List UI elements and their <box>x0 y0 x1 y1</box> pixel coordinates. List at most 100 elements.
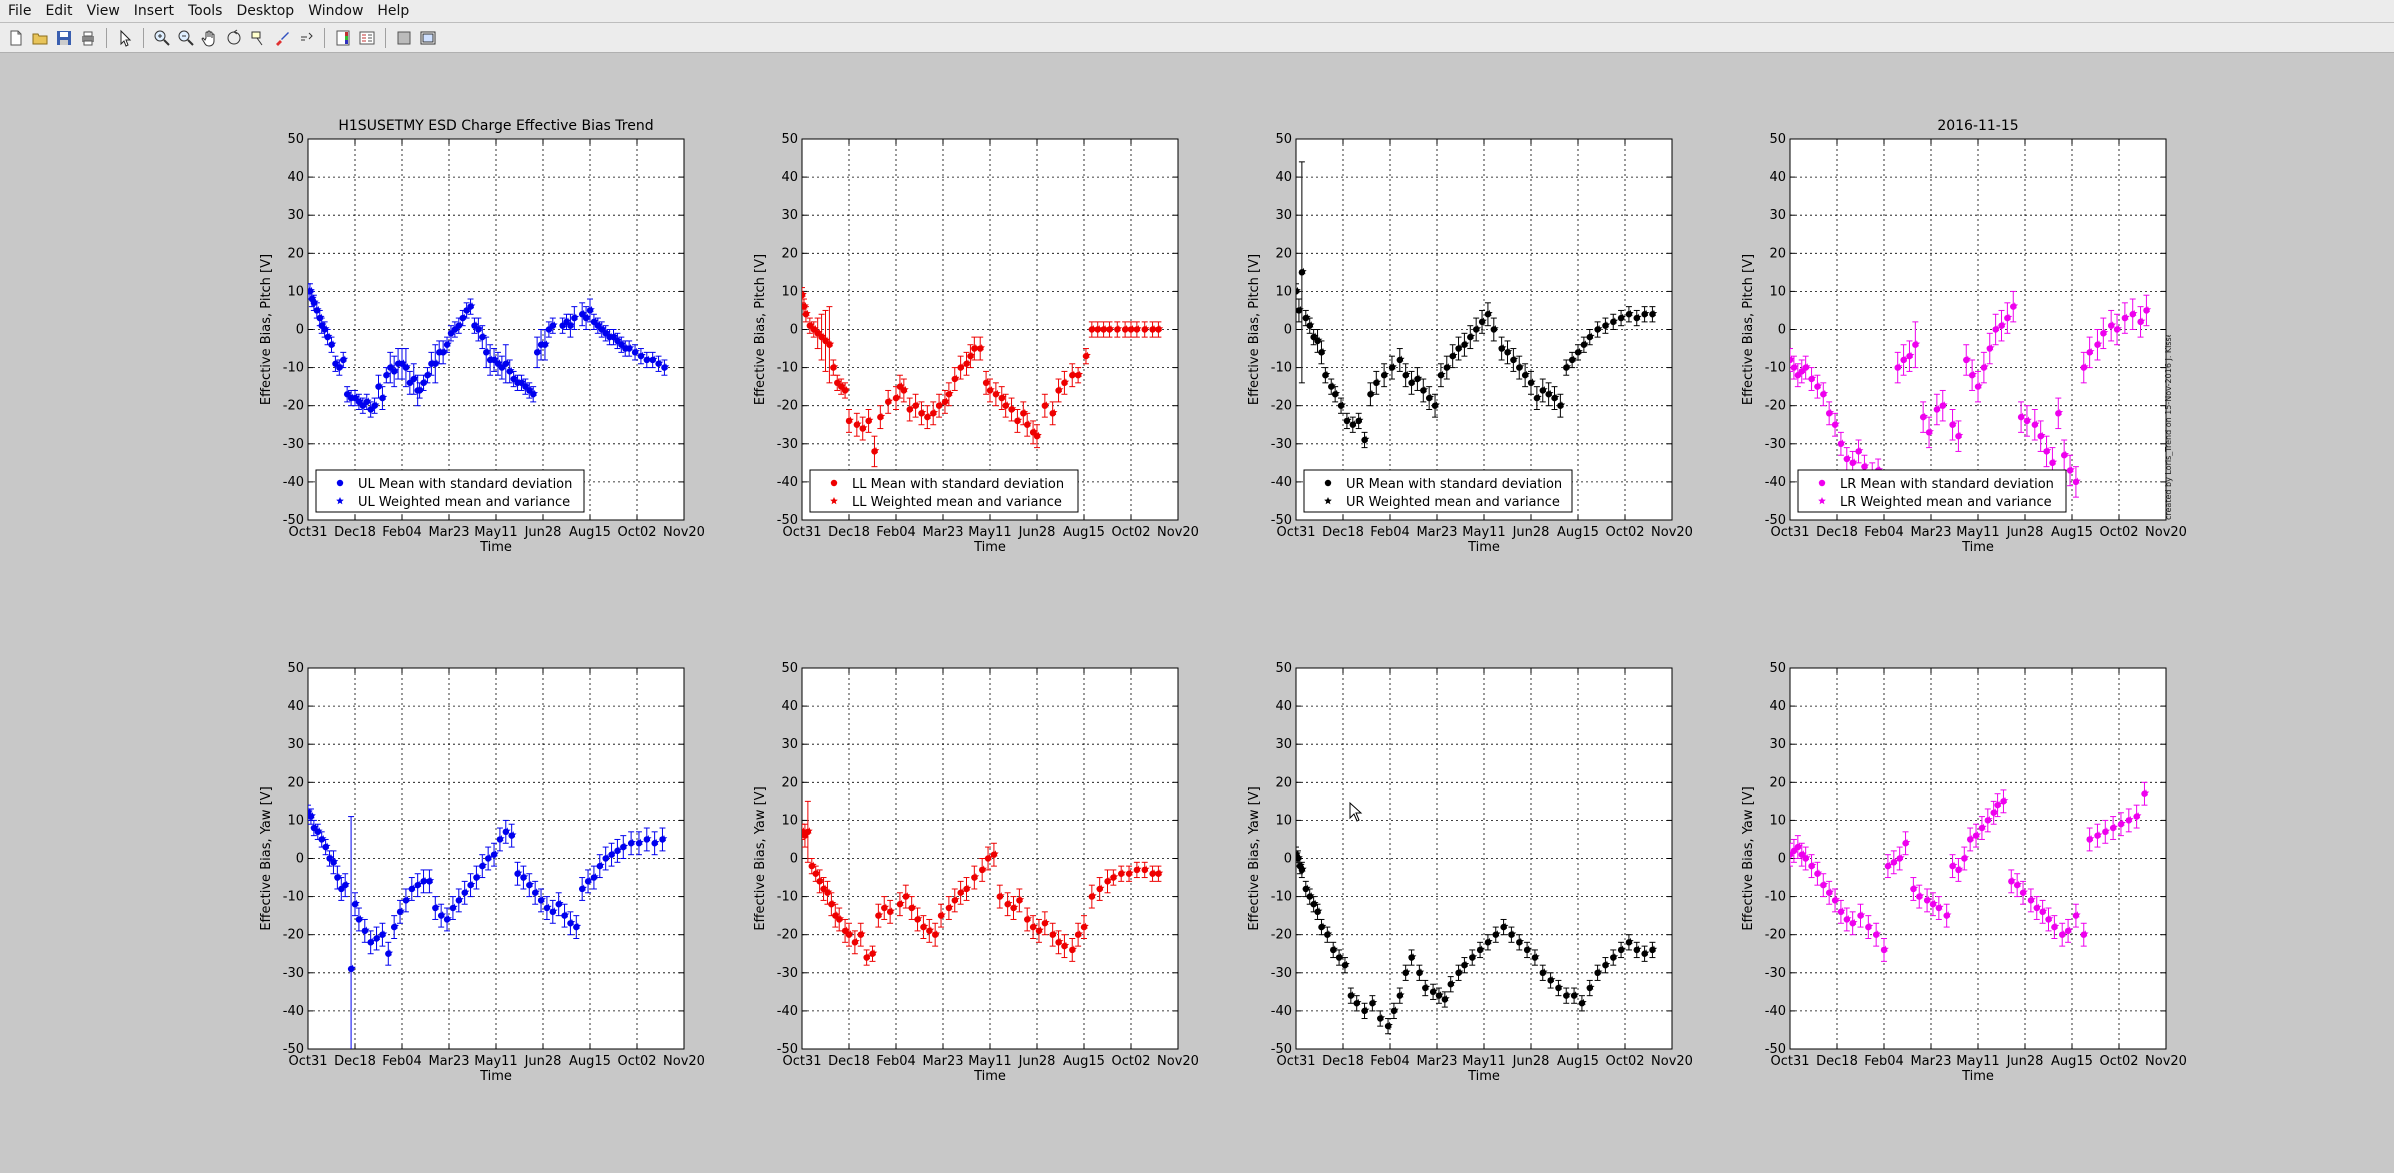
data-point-weighted <box>947 903 954 910</box>
data-point-weighted <box>415 880 423 887</box>
data-point-weighted <box>1642 309 1650 317</box>
data-point-weighted <box>598 861 605 868</box>
menu-tools[interactable]: Tools <box>187 3 223 19</box>
menu-insert[interactable]: Insert <box>133 3 174 19</box>
data-point-weighted <box>833 911 841 918</box>
data-point-weighted <box>1076 370 1083 378</box>
data-point-weighted <box>560 321 568 328</box>
menu-edit[interactable]: Edit <box>45 3 73 19</box>
legend-box <box>315 469 585 513</box>
brush-icon[interactable] <box>272 28 292 48</box>
y-tick-label: 30 <box>1275 208 1292 223</box>
y-tick-label: 30 <box>1769 208 1786 223</box>
save-icon[interactable] <box>54 28 74 48</box>
data-point-weighted <box>1603 321 1611 328</box>
data-point-weighted <box>821 884 829 891</box>
data-point-weighted <box>1362 435 1370 442</box>
data-point-weighted <box>2060 930 2067 937</box>
data-point-weighted <box>858 930 866 937</box>
show-plot-tools-icon[interactable] <box>418 28 438 48</box>
zoom-in-icon[interactable] <box>152 28 172 48</box>
x-tick-label: May11 <box>474 525 517 540</box>
data-point-weighted <box>984 378 991 385</box>
pointer-icon[interactable] <box>115 28 135 48</box>
data-point-weighted <box>1456 344 1464 351</box>
data-point-weighted <box>1799 850 1807 857</box>
pan-hand-icon[interactable] <box>200 28 220 48</box>
data-point-weighted <box>1111 873 1119 880</box>
data-point-weighted <box>2050 458 2058 465</box>
data-cursor-icon[interactable] <box>248 28 268 48</box>
y-tick-label: 0 <box>1778 852 1786 867</box>
data-point-weighted <box>1392 1006 1399 1013</box>
data-point-weighted <box>596 321 603 328</box>
zoom-out-icon[interactable] <box>176 28 196 48</box>
menu-view[interactable]: View <box>86 3 120 19</box>
data-point-weighted <box>1097 884 1105 891</box>
data-point-weighted <box>898 899 905 907</box>
data-point-weighted <box>1523 370 1530 378</box>
y-axis-label: Effective Bias, Pitch [V] <box>259 254 274 405</box>
figure-canvas: Oct31 Dec18 Feb04 Mar23 May11 Jun28 Aug15 Oct02… <box>259 118 2187 1084</box>
data-point-weighted <box>1634 313 1642 320</box>
data-point-weighted <box>1115 325 1123 332</box>
x-tick-label: Aug15 <box>1063 525 1105 540</box>
y-tick-label: -10 <box>777 890 798 905</box>
data-point-weighted <box>1031 427 1038 435</box>
y-tick-label: -40 <box>777 1004 798 1019</box>
subplot-6: Oct31 Dec18 Feb04 Mar23 May11 Jun28 Aug15 Oct02… <box>753 661 1199 1084</box>
data-point-weighted <box>2019 412 2026 419</box>
menu-help[interactable]: Help <box>377 3 410 19</box>
data-point-weighted <box>958 363 966 370</box>
subplot-2: Oct31 Dec18 Feb04 Mar23 May11 Jun28 Aug15 Oct02… <box>753 132 1199 555</box>
data-point-weighted <box>615 846 623 853</box>
print-icon[interactable] <box>78 28 98 48</box>
data-point-weighted <box>1142 865 1150 872</box>
data-point-weighted <box>523 382 531 389</box>
x-tick-label: Dec18 <box>828 525 870 540</box>
data-point-weighted <box>629 838 636 846</box>
legend-marker-weighted <box>336 497 344 505</box>
data-point-weighted <box>1150 325 1158 332</box>
data-point-weighted <box>1901 355 1909 362</box>
new-file-icon[interactable] <box>6 28 26 48</box>
x-tick-label: Dec18 <box>1816 525 1858 540</box>
x-tick-label: Mar23 <box>922 1054 963 1069</box>
data-point-weighted <box>1940 401 1948 408</box>
x-tick-label: Jun28 <box>1512 525 1550 540</box>
hide-plot-tools-icon[interactable] <box>394 28 414 48</box>
y-axis-label: Effective Bias, Yaw [V] <box>1247 786 1262 930</box>
data-point-weighted <box>1378 1014 1385 1021</box>
data-point-weighted <box>843 386 850 393</box>
menu-file[interactable]: File <box>8 3 32 19</box>
data-point-weighted <box>1611 953 1619 960</box>
rotate-3d-icon[interactable] <box>224 28 244 48</box>
y-tick-label: 30 <box>1769 737 1786 752</box>
data-point-weighted <box>1821 389 1829 397</box>
data-point-weighted <box>1907 351 1915 358</box>
legend-marker-mean <box>1818 479 1826 487</box>
toolbar-separator <box>106 27 107 48</box>
menu-window[interactable]: Window <box>308 3 364 19</box>
open-folder-icon[interactable] <box>30 28 50 48</box>
data-point-weighted <box>1409 378 1417 385</box>
data-point-weighted <box>2081 930 2089 937</box>
y-tick-label: 10 <box>287 284 304 299</box>
y-tick-label: 20 <box>1275 246 1292 261</box>
legend-icon[interactable] <box>357 28 377 48</box>
data-point-weighted <box>1056 386 1064 393</box>
y-tick-label: 50 <box>781 661 798 676</box>
menu-desktop[interactable]: Desktop <box>236 3 295 19</box>
link-plot-icon[interactable] <box>296 28 316 48</box>
data-point-weighted <box>331 857 339 865</box>
y-tick-label: 10 <box>781 284 798 299</box>
data-point-weighted <box>498 835 505 842</box>
data-point-weighted <box>1976 382 1983 389</box>
colorbar-icon[interactable] <box>333 28 353 48</box>
data-point-weighted <box>588 305 595 313</box>
x-tick-label: Dec18 <box>1816 1054 1858 1069</box>
data-point-weighted <box>2127 815 2134 823</box>
data-point-weighted <box>2138 317 2146 324</box>
legend-box <box>1303 469 1573 513</box>
x-tick-label: Oct02 <box>1605 525 1644 540</box>
